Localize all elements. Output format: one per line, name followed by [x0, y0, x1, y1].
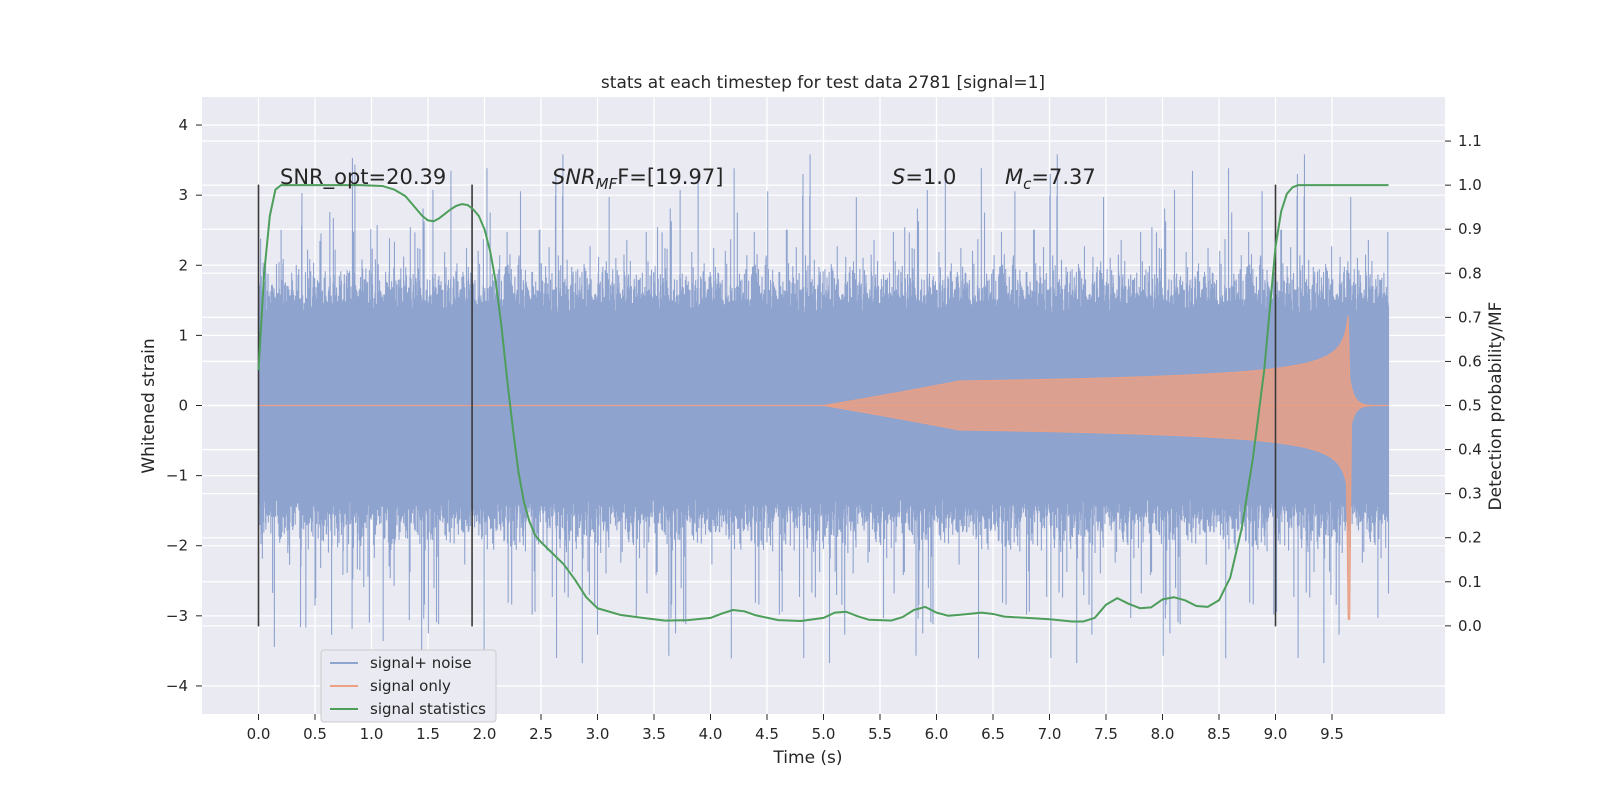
x-tick-label: 1.5	[416, 725, 440, 743]
x-tick-label: 4.5	[755, 725, 779, 743]
y-tick-label: −1	[166, 467, 188, 485]
x-tick-label: 9.0	[1264, 725, 1288, 743]
legend-box	[320, 649, 497, 723]
legend-label-signal-plus-noise: signal+ noise	[370, 654, 472, 672]
x-tick-label: 0.5	[303, 725, 327, 743]
x-tick-label: 7.5	[1094, 725, 1118, 743]
series-signal-only	[258, 315, 1389, 620]
x-axis-ticks: 0.0 0.5 1.0 1.5 2.0 2.5 3.0 3.5 4.0 4.5 5.0 5.5 6.0 6…	[247, 714, 1344, 743]
x-tick-label: 5.0	[812, 725, 836, 743]
y-axis-ticks: −4 −3 −2 −1 0 1 2 3 4	[166, 116, 202, 695]
y2-tick-label: 0.9	[1458, 220, 1482, 238]
annotation-snr-mf-main: SNR	[552, 165, 596, 189]
y2-tick-label: 0.5	[1458, 397, 1482, 415]
y-tick-label: −4	[166, 677, 188, 695]
y-tick-label: 1	[178, 326, 188, 344]
series-signal-statistics	[257, 184, 1389, 623]
y2-tick-label: 1.1	[1458, 132, 1482, 150]
legend-label-signal-statistics: signal statistics	[370, 700, 486, 718]
x-tick-label: 2.5	[529, 725, 553, 743]
x-tick-label: 4.0	[699, 725, 723, 743]
x-tick-label: 3.5	[642, 725, 666, 743]
annotation-mc-sub: c	[1023, 175, 1032, 193]
x-tick-label: 6.0	[925, 725, 949, 743]
x-tick-label: 9.5	[1320, 725, 1344, 743]
x-tick-label: 1.0	[360, 725, 384, 743]
x-tick-label: 3.0	[586, 725, 610, 743]
x-tick-label: 2.0	[473, 725, 497, 743]
annotation-mc: Mc=7.37	[1005, 165, 1096, 193]
y2-tick-label: 0.0	[1458, 617, 1482, 635]
y-tick-label: 3	[178, 186, 188, 204]
vertical-markers	[257, 184, 1277, 627]
annotation-s-main: S	[892, 165, 905, 189]
annotation-snr-opt: SNR_opt=20.39	[280, 165, 446, 190]
legend-label-signal-only: signal only	[370, 677, 451, 695]
annotation-mc-tail: =7.37	[1031, 165, 1095, 189]
y2-tick-label: 0.1	[1458, 573, 1482, 591]
annotation-snr-mf-sub: MF	[596, 175, 618, 193]
chart-title: stats at each timestep for test data 278…	[601, 73, 1045, 93]
y2-tick-label: 1.0	[1458, 176, 1482, 194]
y-tick-label: 4	[178, 116, 188, 134]
y-tick-label: −3	[166, 607, 188, 625]
x-tick-label: 6.5	[981, 725, 1005, 743]
y2-tick-label: 0.8	[1458, 264, 1482, 282]
y-tick-label: 0	[178, 397, 188, 415]
x-tick-label: 8.0	[1151, 725, 1175, 743]
annotation-s-tail: =1.0	[905, 165, 956, 189]
x-axis-label: Time (s)	[772, 748, 842, 768]
y2-tick-label: 0.3	[1458, 485, 1482, 503]
legend: signal+ noise signal only signal statist…	[320, 649, 497, 723]
x-tick-label: 5.5	[868, 725, 892, 743]
y-tick-label: −2	[166, 537, 188, 555]
y2-tick-label: 0.2	[1458, 529, 1482, 547]
y2-tick-label: 0.7	[1458, 308, 1482, 326]
x-tick-label: 7.0	[1038, 725, 1062, 743]
annotation-snr-mf: SNRMFF=[19.97]	[552, 165, 723, 193]
annotation-snr-mf-tail: F=[19.97]	[617, 165, 723, 189]
annotation-s: S=1.0	[892, 165, 956, 189]
y2-axis-label: Detection probability/MF	[1486, 302, 1506, 511]
y2-axis-ticks: 0.0 0.1 0.2 0.3 0.4 0.5 0.6 0.7 0.8 0.9 1.0 1.1	[1445, 132, 1482, 635]
y-axis-label: Whitened strain	[139, 338, 159, 473]
x-tick-label: 0.0	[247, 725, 271, 743]
statistics-line	[257, 184, 1389, 623]
y2-tick-label: 0.6	[1458, 352, 1482, 370]
y2-tick-label: 0.4	[1458, 441, 1482, 459]
y-tick-label: 2	[178, 256, 188, 274]
annotation-mc-main: M	[1005, 165, 1023, 189]
x-tick-label: 8.5	[1207, 725, 1231, 743]
